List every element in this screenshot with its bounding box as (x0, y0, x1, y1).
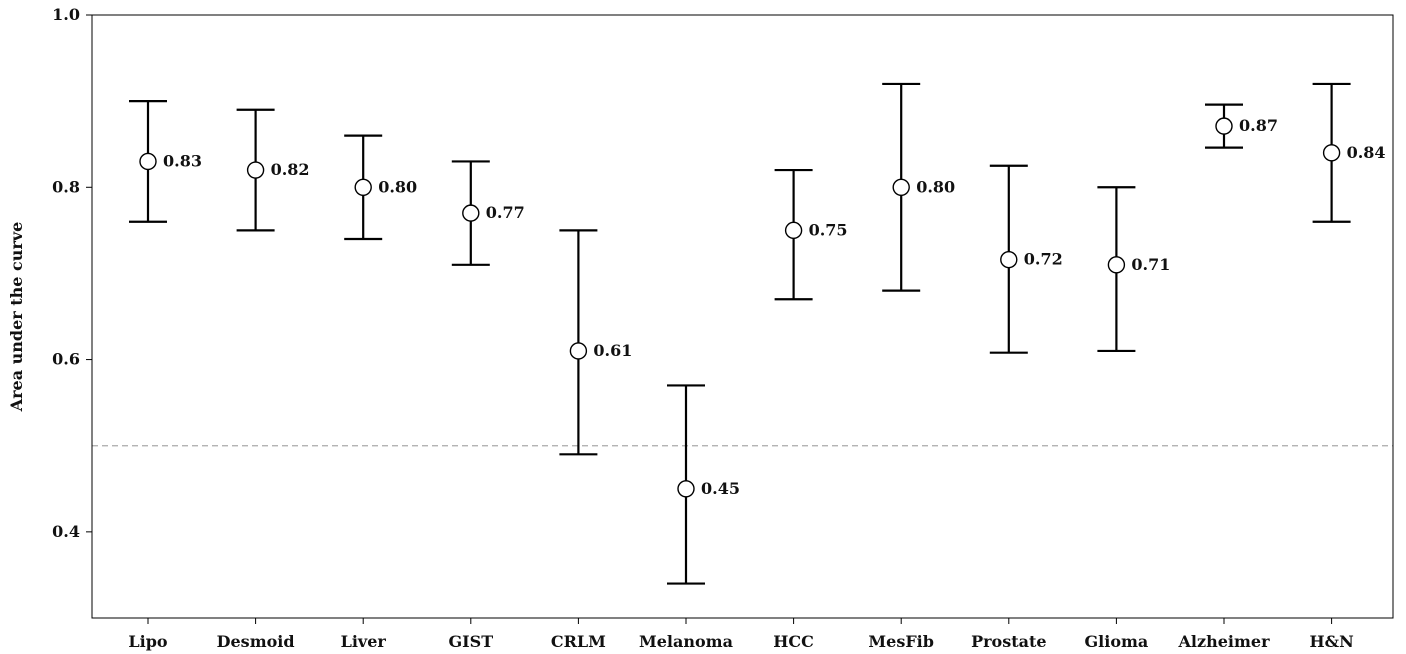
auc-value-label: 0.87 (1239, 116, 1278, 135)
x-category-label: GIST (448, 632, 493, 651)
error-bar-group: 0.61 (559, 229, 632, 456)
auc-value-label: 0.83 (163, 151, 202, 170)
y-tick-label: 0.4 (52, 522, 80, 541)
error-bar-group: 0.75 (774, 168, 848, 301)
error-bar-group: 0.82 (236, 108, 310, 232)
auc-value-label: 0.80 (378, 177, 417, 196)
x-category-label: Melanoma (639, 632, 733, 651)
auc-point-marker (569, 342, 588, 360)
auc-point-marker (1000, 250, 1018, 269)
auc-value-label: 0.82 (271, 160, 310, 179)
auc-point-marker (354, 178, 372, 196)
error-bar-group: 0.77 (451, 160, 525, 266)
auc-value-label: 0.77 (486, 203, 525, 222)
auc-point-marker (139, 152, 157, 171)
error-bar-group: 0.45 (667, 384, 740, 585)
auc-point-marker (1215, 117, 1233, 135)
error-bar-group: 0.87 (1205, 103, 1278, 149)
error-bar-group: 0.83 (129, 100, 202, 223)
y-axis: 0.4 0.6 0.8 1.0 (52, 5, 92, 541)
error-bar-group: 0.72 (989, 164, 1063, 354)
auc-point-marker (462, 204, 480, 222)
auc-value-label: 0.45 (701, 479, 740, 498)
y-tick-label: 1.0 (52, 5, 80, 24)
x-category-label: H&N (1310, 632, 1354, 651)
error-bar-group: 0.84 (1312, 82, 1386, 223)
auc-point-marker (892, 178, 910, 196)
y-tick-label: 0.8 (52, 177, 80, 196)
error-bar-group: 0.80 (882, 82, 955, 292)
error-bar-series: 0.83 0.82 0.80 0.77 0.61 0.45 0.75 0.80 0.72 0.71… (129, 82, 1386, 585)
x-category-label: Desmoid (217, 632, 295, 651)
auc-point-marker (784, 221, 803, 240)
x-category-label: CRLM (551, 632, 606, 651)
error-bar-group: 0.71 (1097, 186, 1170, 353)
x-category-label: Liver (341, 632, 387, 651)
error-bar-group: 0.80 (344, 134, 417, 241)
y-axis-title: Area under the curve (7, 222, 26, 413)
x-category-label: Glioma (1085, 632, 1149, 651)
auc-value-label: 0.61 (593, 341, 632, 360)
auc-point-marker (1322, 144, 1341, 162)
auc-value-label: 0.75 (809, 220, 848, 239)
auc-point-marker (246, 161, 265, 179)
x-category-label: Lipo (128, 632, 168, 651)
auc-value-label: 0.84 (1347, 143, 1386, 162)
x-category-label: MesFib (868, 632, 934, 651)
x-axis: Lipo Desmoid Liver GIST CRLM Melanoma HCC MesFi… (128, 618, 1354, 651)
auc-value-label: 0.71 (1131, 255, 1170, 274)
auc-value-label: 0.80 (916, 177, 955, 196)
y-tick-label: 0.6 (52, 350, 80, 369)
plot-frame (91, 14, 1394, 619)
auc-point-marker (677, 480, 695, 498)
x-category-label: Prostate (971, 632, 1046, 651)
auc-point-marker (1107, 256, 1126, 274)
auc-value-label: 0.72 (1024, 250, 1063, 269)
x-category-label: Alzheimer (1177, 632, 1270, 651)
x-category-label: HCC (773, 632, 814, 651)
